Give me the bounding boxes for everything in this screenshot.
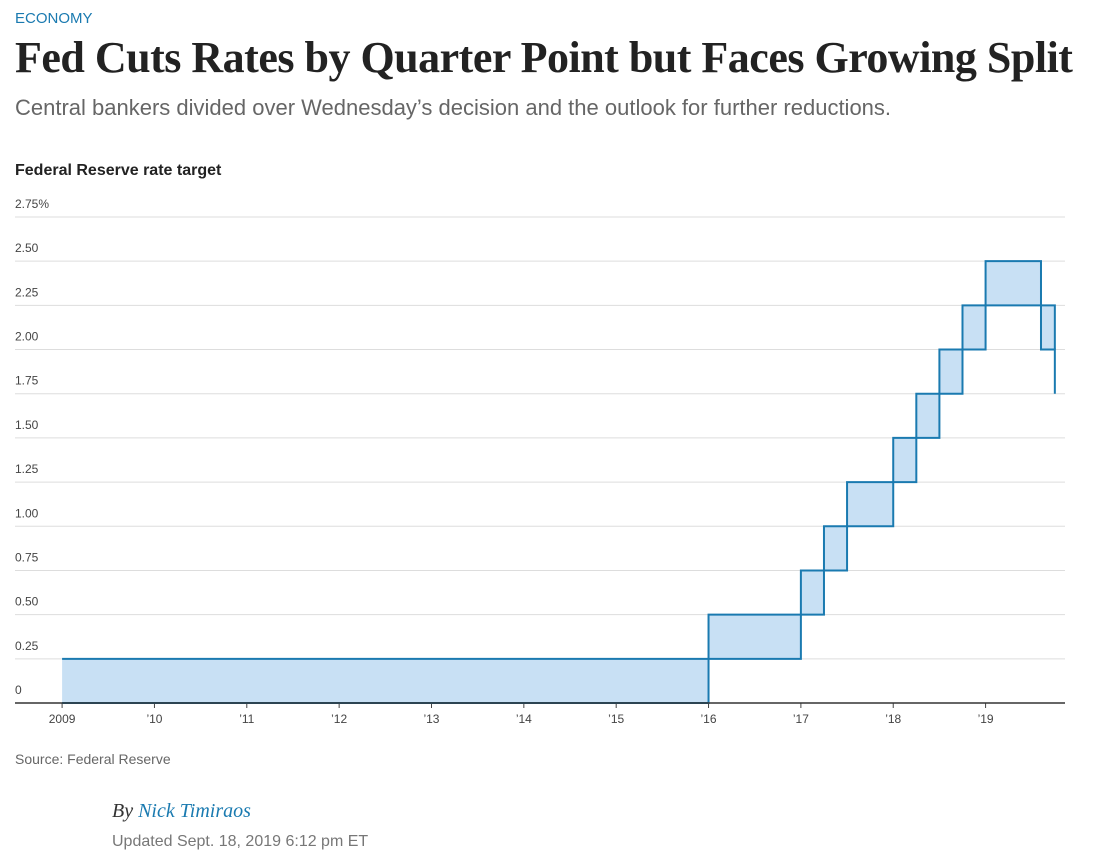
range-band bbox=[800, 570, 824, 615]
x-tick-label: ’17 bbox=[793, 712, 809, 726]
range-band bbox=[823, 526, 848, 571]
y-tick-label: 0 bbox=[15, 683, 22, 697]
range-band bbox=[916, 393, 940, 438]
range-band bbox=[962, 305, 986, 350]
source: Source: Federal Reserve bbox=[15, 751, 171, 767]
x-tick-label: ’10 bbox=[146, 712, 162, 726]
author-link[interactable]: Nick Timiraos bbox=[138, 800, 251, 822]
y-tick-label: 0.75 bbox=[15, 550, 39, 564]
y-tick-label: 1.00 bbox=[15, 506, 39, 520]
range-band bbox=[1040, 305, 1055, 350]
byline-prefix: By bbox=[112, 800, 134, 822]
section-label[interactable]: ECONOMY bbox=[15, 10, 93, 27]
x-tick-label: ’16 bbox=[701, 712, 717, 726]
range-band bbox=[62, 658, 709, 703]
y-tick-label: 0.25 bbox=[15, 639, 39, 653]
step-line bbox=[62, 304, 1056, 704]
x-tick-label: ’11 bbox=[239, 712, 254, 726]
y-tick-label: 1.50 bbox=[15, 418, 39, 432]
chart: Federal Reserve rate target 0 0.25 0.50 0.7… bbox=[15, 162, 1065, 726]
x-tick-label: ’15 bbox=[608, 712, 624, 726]
x-tick-label: 2009 bbox=[49, 712, 76, 726]
subtitle: Central bankers divided over Wednesday’s… bbox=[15, 95, 892, 120]
byline: By Nick Timiraos bbox=[112, 800, 251, 823]
x-tick-label: ’14 bbox=[516, 712, 532, 726]
range-band bbox=[708, 614, 801, 659]
range-band bbox=[939, 349, 963, 394]
range-band bbox=[847, 482, 894, 527]
range-band bbox=[985, 261, 1041, 306]
headline: Fed Cuts Rates by Quarter Point but Face… bbox=[15, 33, 1073, 82]
x-tick-label: ’19 bbox=[978, 712, 994, 726]
y-tick-label: 1.75 bbox=[15, 374, 39, 388]
x-tick-label: ’13 bbox=[423, 712, 439, 726]
y-tick-label: 1.25 bbox=[15, 462, 39, 476]
y-tick-label: 0.50 bbox=[15, 595, 39, 609]
x-tick-label: ’18 bbox=[885, 712, 901, 726]
step-line bbox=[62, 260, 1056, 660]
y-tick-label: 2.50 bbox=[15, 241, 39, 255]
y-tick-label: 2.75% bbox=[15, 197, 49, 211]
x-tick-label: ’12 bbox=[331, 712, 347, 726]
updated-time: Updated Sept. 18, 2019 6:12 pm ET bbox=[112, 833, 369, 850]
chart-title: Federal Reserve rate target bbox=[15, 162, 222, 179]
range-band bbox=[893, 437, 917, 483]
y-tick-label: 2.00 bbox=[15, 330, 39, 344]
y-tick-label: 2.25 bbox=[15, 285, 39, 299]
